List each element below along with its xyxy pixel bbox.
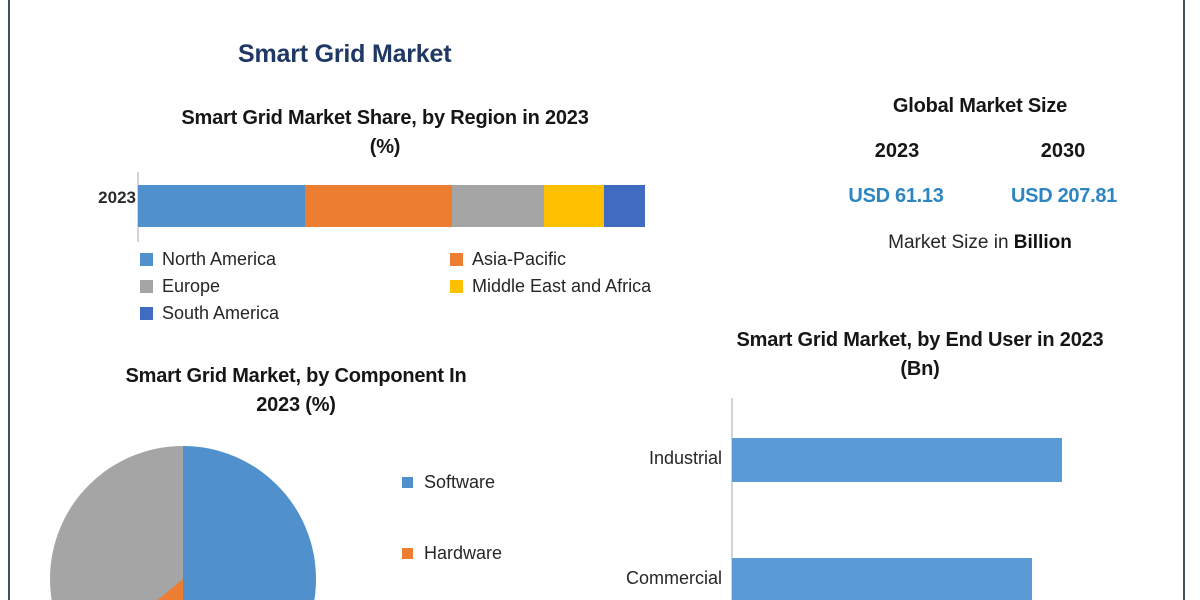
watermark-text: Infographic <box>952 0 1034 13</box>
legend-swatch-icon <box>140 307 153 320</box>
legend-label: South America <box>162 303 280 323</box>
legend-label: Middle East and Africa <box>472 276 652 296</box>
global-market-size-values: USD 61.13 USD 207.81 <box>790 185 1170 208</box>
pie-slices[interactable] <box>50 446 316 600</box>
region-chart-title-line2: (%) <box>369 136 401 158</box>
region-category-label: 2023 <box>98 188 136 207</box>
legend-item-north-america[interactable]: North America <box>140 249 450 270</box>
legend-label: Asia-Pacific <box>472 249 567 269</box>
end-user-bar-commercial[interactable] <box>732 558 1033 600</box>
region-chart-title: Smart Grid Market Share, by Region in 20… <box>100 104 670 162</box>
unit-note-bold: Billion <box>1013 232 1072 253</box>
region-share-chart: Smart Grid Market Share, by Region in 20… <box>98 104 670 242</box>
component-legend-item-software[interactable]: Software <box>402 472 502 493</box>
legend-swatch-icon <box>402 477 413 488</box>
legend-label: North America <box>162 249 277 269</box>
right-border-line <box>1183 0 1185 600</box>
legend-swatch-icon <box>450 280 463 293</box>
region-segment-europe[interactable] <box>452 185 544 227</box>
legend-label: Hardware <box>424 543 503 563</box>
end-user-y-axis <box>731 398 733 600</box>
pie-plot-area <box>50 446 316 600</box>
end-user-label-commercial: Commercial <box>625 568 722 588</box>
end-user-chart-title-line2: (Bn) <box>900 358 940 380</box>
region-segment-middle-east-and-africa[interactable] <box>543 185 605 227</box>
region-chart-title-line1: Smart Grid Market Share, by Region in 20… <box>181 107 589 129</box>
year-2023-label: 2023 <box>874 140 920 162</box>
region-plot-area: 2023 <box>98 172 670 242</box>
end-user-chart-title: Smart Grid Market, by End User in 2023 (… <box>670 326 1170 384</box>
region-segment-north-america[interactable] <box>138 185 306 227</box>
legend-label: Europe <box>162 276 221 296</box>
end-user-plot-area: Industrial Commercial <box>626 398 1170 600</box>
end-user-row: Industrial <box>649 438 1170 482</box>
global-market-size-panel: Global Market Size 2023 2030 USD 61.13 U… <box>790 95 1170 254</box>
page-title: Smart Grid Market <box>238 40 452 68</box>
component-pie-chart: Smart Grid Market, by Component In 2023 … <box>50 362 582 600</box>
end-user-label-industrial: Industrial <box>648 448 722 468</box>
component-legend-item-hardware[interactable]: Hardware <box>402 543 502 564</box>
region-y-axis <box>137 172 139 242</box>
legend-item-europe[interactable]: Europe <box>140 276 450 297</box>
region-segment-asia-pacific[interactable] <box>305 185 453 227</box>
global-market-size-title: Global Market Size <box>892 95 1068 117</box>
global-market-size-years: 2023 2030 <box>790 140 1170 163</box>
legend-item-south-america[interactable]: South America <box>140 303 450 324</box>
end-user-bar-chart: Smart Grid Market, by End User in 2023 (… <box>626 326 1170 600</box>
value-2023: USD 61.13 <box>848 185 944 207</box>
region-stacked-bar[interactable] <box>138 185 645 227</box>
end-user-chart-title-line1: Smart Grid Market, by End User in 2023 <box>736 329 1104 351</box>
legend-swatch-icon <box>450 253 463 266</box>
component-chart-title-line2: 2023 (%) <box>256 394 336 416</box>
component-chart-title: Smart Grid Market, by Component In 2023 … <box>62 362 530 420</box>
year-2030-label: 2030 <box>1040 140 1086 162</box>
component-chart-title-line1: Smart Grid Market, by Component In <box>125 365 467 387</box>
region-segment-south-america[interactable] <box>604 185 645 227</box>
legend-item-asia-pacific[interactable]: Asia-Pacific <box>450 249 760 270</box>
legend-label: Software <box>424 472 496 492</box>
unit-note-prefix: Market Size in <box>888 232 1014 253</box>
legend-swatch-icon <box>402 548 413 559</box>
legend-swatch-icon <box>140 253 153 266</box>
region-legend: North America Asia-Pacific Europe Middle Ea… <box>140 249 700 324</box>
left-border-line <box>8 0 10 600</box>
legend-item-middle-east-and-africa[interactable]: Middle East and Africa <box>450 276 760 297</box>
component-legend: Software Hardware <box>402 472 502 564</box>
market-size-unit-note: Market Size in Billion <box>790 232 1170 254</box>
end-user-row: Commercial <box>626 558 1170 600</box>
value-2030: USD 207.81 <box>1011 185 1117 207</box>
end-user-bar-industrial[interactable] <box>732 438 1062 482</box>
legend-swatch-icon <box>140 280 153 293</box>
